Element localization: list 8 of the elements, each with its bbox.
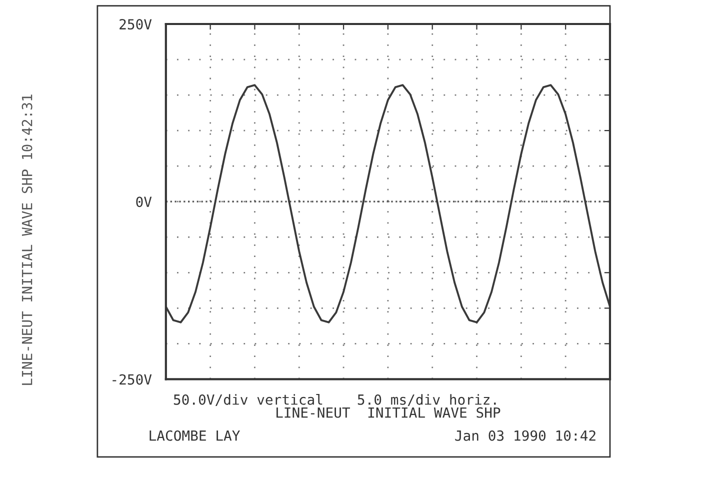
y-tick-label: 250V	[120, 19, 152, 30]
text: Jan 03 1990 10:42	[455, 430, 596, 441]
text: LINE-NEUT INITIAL WAVE SHP 10:42:31	[22, 94, 32, 385]
x-axis-title: LINE-NEUT INITIAL WAVE SHP	[276, 407, 500, 418]
y-tick-label: -250V	[112, 374, 152, 385]
text: 50.0V/div vertical 5.0 ms/div horiz.	[174, 394, 496, 406]
text: LACOMBE LAY	[150, 430, 240, 441]
y-tick-label: 0V	[136, 196, 152, 208]
